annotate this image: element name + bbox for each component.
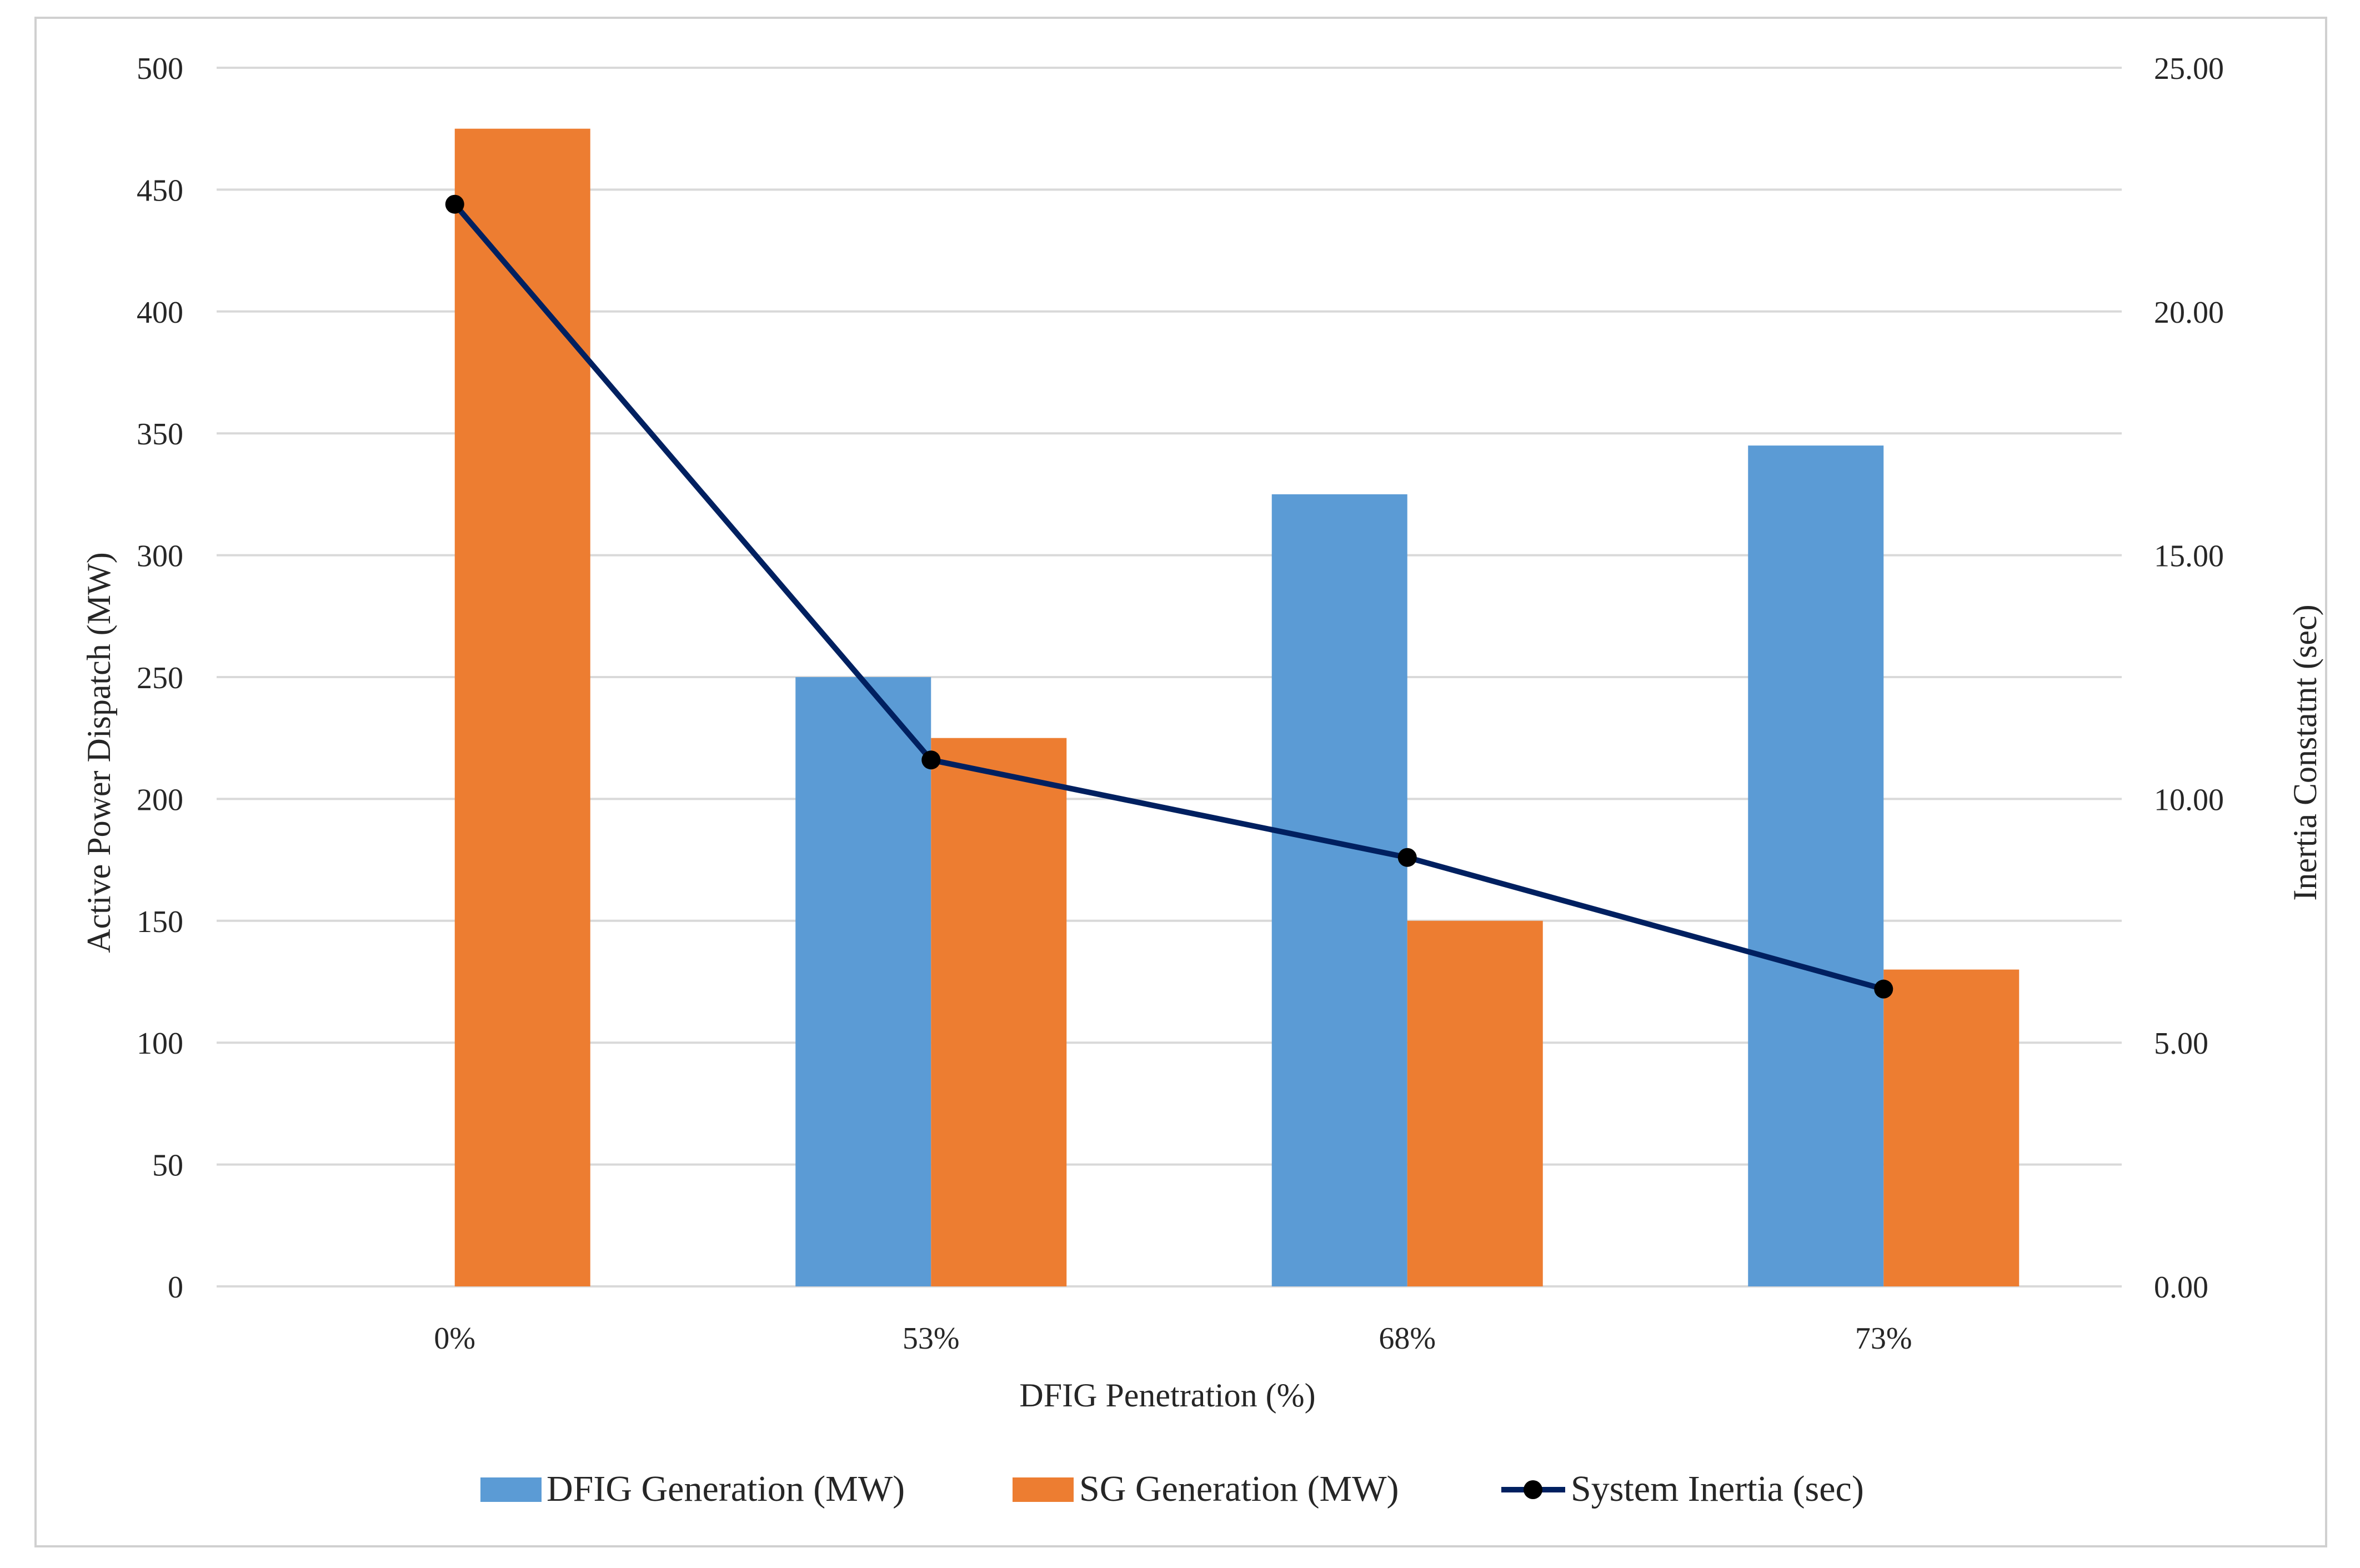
x-tick-label: 53% xyxy=(903,1321,960,1356)
y2-tick-label: 5.00 xyxy=(2154,1026,2208,1061)
dfig-bar xyxy=(795,677,931,1286)
legend-label-inertia: System Inertia (sec) xyxy=(1571,1469,1864,1509)
y-tick-label: 300 xyxy=(137,539,183,574)
sg-bar xyxy=(931,738,1067,1286)
y-tick-label: 450 xyxy=(137,173,183,208)
dfig-bar xyxy=(1748,445,1884,1286)
y2-tick-label: 15.00 xyxy=(2154,539,2224,574)
y-tick-label: 350 xyxy=(137,417,183,452)
axis-tick-labels: 0 50 100 150 200 250 300 350 400 450 500 0.00 5.00 10… xyxy=(137,52,2224,1356)
legend-swatch-dfig xyxy=(480,1477,542,1502)
inertia-marker xyxy=(1874,979,1893,999)
inertia-marker xyxy=(921,750,941,770)
y-axis-title: Active Power Dispatch (MW) xyxy=(81,552,117,953)
x-tick-label: 68% xyxy=(1379,1321,1436,1356)
bars xyxy=(454,128,2020,1287)
x-axis-title: DFIG Penetration (%) xyxy=(1019,1377,1315,1414)
sg-bar xyxy=(1883,969,2020,1286)
inertia-marker xyxy=(1397,848,1417,867)
x-tick-label: 73% xyxy=(1855,1321,1912,1356)
y-tick-label: 150 xyxy=(137,905,183,939)
y-tick-label: 200 xyxy=(137,783,183,817)
sg-bar xyxy=(454,128,590,1287)
y-tick-label: 100 xyxy=(137,1026,183,1061)
legend-label-dfig: DFIG Generation (MW) xyxy=(547,1469,905,1509)
legend-label-sg: SG Generation (MW) xyxy=(1079,1469,1399,1509)
y-tick-label: 0 xyxy=(168,1270,183,1305)
y-tick-label: 250 xyxy=(137,661,183,695)
legend-swatch-sg xyxy=(1013,1477,1074,1502)
legend-marker-inertia xyxy=(1524,1480,1542,1499)
dfig-bar xyxy=(1271,494,1407,1286)
legend: DFIG Generation (MW) SG Generation (MW) … xyxy=(480,1469,1864,1509)
inertia-line xyxy=(452,202,1885,992)
y-tick-label: 400 xyxy=(137,295,183,330)
y-tick-label: 50 xyxy=(152,1149,183,1183)
y2-tick-label: 0.00 xyxy=(2154,1270,2208,1305)
inertia-line-group xyxy=(445,194,1893,999)
chart-frame xyxy=(34,17,2327,1547)
y2-tick-label: 10.00 xyxy=(2154,783,2224,817)
x-tick-label: 0% xyxy=(434,1321,475,1356)
y2-axis-title: Inertia Constatnt (sec) xyxy=(2287,604,2323,900)
y-tick-label: 500 xyxy=(137,52,183,86)
y2-tick-label: 25.00 xyxy=(2154,52,2224,86)
inertia-marker xyxy=(445,194,464,214)
sg-bar xyxy=(1407,920,1543,1286)
y2-tick-label: 20.00 xyxy=(2154,295,2224,330)
